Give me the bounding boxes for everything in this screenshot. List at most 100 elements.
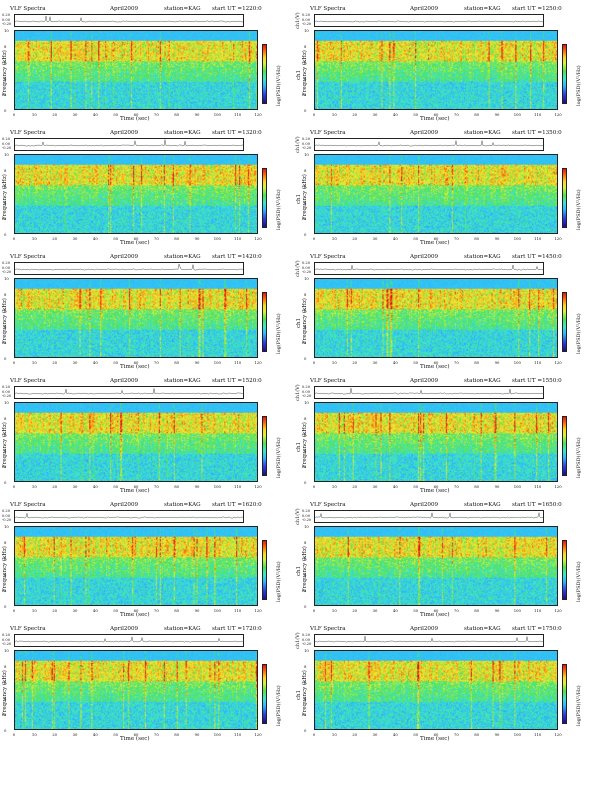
time-tick: 40 <box>392 236 398 241</box>
time-tick: 60 <box>133 112 139 117</box>
plot-title: VLF Spectra <box>310 130 346 136</box>
station-label: station=KAG <box>164 254 201 260</box>
panel-title: VLF Spectra April2009 station=KAG start UT … <box>10 129 290 137</box>
time-tick: 40 <box>392 360 398 365</box>
spectrogram-image <box>314 650 558 730</box>
plot-date: April2009 <box>410 130 439 136</box>
waveform-trace <box>315 512 545 519</box>
frequency-tick: 2 <box>4 216 7 221</box>
time-tick: 10 <box>331 360 337 365</box>
waveform-tick: 0.20 <box>2 633 11 637</box>
time-tick: 30 <box>372 360 378 365</box>
spectrogram-panel: VLF Spectra April2009 station=KAG start UT … <box>0 626 290 742</box>
start-time-label: start UT =1520:0 <box>212 378 262 384</box>
time-tick: 90 <box>494 236 500 241</box>
time-tick: 20 <box>52 360 58 365</box>
frequency-tick: 10 <box>4 400 9 405</box>
time-tick: 10 <box>31 360 37 365</box>
spectrogram-canvas <box>15 155 257 233</box>
frequency-tick: 6 <box>304 184 307 189</box>
panel-title: VLF Spectra April2009 station=KAG start UT … <box>310 253 590 261</box>
time-tick: 110 <box>534 732 542 737</box>
time-tick: 30 <box>72 608 78 613</box>
plot-date: April2009 <box>110 502 139 508</box>
panel-title: VLF Spectra April2009 station=KAG start UT … <box>10 377 290 385</box>
colorbar-label: log(PSD)(V²/Hz) <box>276 437 282 478</box>
frequency-tick: 4 <box>4 572 7 577</box>
time-tick: 100 <box>213 360 221 365</box>
time-tick: 10 <box>331 236 337 241</box>
frequency-axis-label: Frequency (kHz) <box>2 670 8 716</box>
frequency-tick: 6 <box>4 60 7 65</box>
plot-title: VLF Spectra <box>10 130 46 136</box>
time-tick: 0 <box>12 236 16 241</box>
waveform-trace <box>15 139 245 147</box>
time-tick: 60 <box>433 112 439 117</box>
time-axis-label: Time (sec) <box>120 612 150 618</box>
spectrogram-image <box>314 402 558 482</box>
frequency-tick: 8 <box>4 540 7 545</box>
start-time-label: start UT =1620:0 <box>212 502 262 508</box>
frequency-tick: 4 <box>304 324 307 329</box>
station-label: station=KAG <box>164 378 201 384</box>
waveform-tick: 0.00 <box>302 141 311 146</box>
spectrogram-canvas <box>15 403 257 481</box>
time-tick: 10 <box>331 608 337 613</box>
frequency-tick: 0 <box>304 232 307 237</box>
time-tick: 110 <box>534 112 542 117</box>
colorbar <box>262 44 267 104</box>
time-tick: 50 <box>113 732 119 737</box>
frequency-tick: 4 <box>304 696 307 701</box>
time-tick: 0 <box>12 112 16 117</box>
spectrogram-canvas <box>315 31 557 109</box>
waveform-tick: -0.20 <box>2 642 12 646</box>
waveform-svg <box>15 636 245 643</box>
time-tick: 40 <box>92 608 98 613</box>
waveform-ylabel: ch1(V) <box>0 136 1 153</box>
time-tick: 10 <box>31 608 37 613</box>
start-time-label: start UT =1550:0 <box>512 378 562 384</box>
plot-title: VLF Spectra <box>10 6 46 12</box>
frequency-tick: 0 <box>4 356 7 361</box>
time-tick: 0 <box>12 608 16 613</box>
time-tick: 100 <box>513 608 521 613</box>
time-tick: 90 <box>494 360 500 365</box>
plot-date: April2009 <box>110 626 139 632</box>
spectrogram-image <box>14 154 258 234</box>
time-tick: 0 <box>12 732 16 737</box>
time-tick: 100 <box>213 484 221 489</box>
time-tick: 20 <box>352 112 358 117</box>
colorbar <box>562 540 567 600</box>
waveform-ylabel: ch1(V) <box>0 508 1 525</box>
time-tick: 30 <box>72 360 78 365</box>
frequency-tick: 10 <box>4 28 9 33</box>
frequency-tick: 0 <box>4 232 7 237</box>
waveform-tick: -0.20 <box>302 270 312 274</box>
time-tick: 110 <box>234 112 242 117</box>
time-tick: 90 <box>194 112 200 117</box>
time-tick: 40 <box>392 732 398 737</box>
time-tick: 80 <box>474 608 480 613</box>
time-tick: 60 <box>433 236 439 241</box>
station-label: station=KAG <box>464 626 501 632</box>
time-axis-label: Time (sec) <box>420 364 450 370</box>
colorbar <box>562 292 567 352</box>
spectrogram-canvas <box>315 155 557 233</box>
time-tick: 40 <box>392 112 398 117</box>
waveform-ylabel: ch1(V) <box>295 384 301 401</box>
panel-title: VLF Spectra April2009 station=KAG start UT … <box>310 625 590 633</box>
time-tick: 10 <box>331 112 337 117</box>
time-tick: 10 <box>31 112 37 117</box>
frequency-tick: 6 <box>4 432 7 437</box>
time-axis-label: Time (sec) <box>120 116 150 122</box>
time-tick: 0 <box>12 484 16 489</box>
time-axis-label: Time (sec) <box>420 240 450 246</box>
time-tick: 50 <box>413 360 419 365</box>
frequency-tick: 0 <box>304 480 307 485</box>
time-axis-label: Time (sec) <box>420 488 450 494</box>
frequency-tick: 4 <box>4 448 7 453</box>
waveform-plot: ch1(V)0.200.00-0.20 <box>0 136 245 153</box>
